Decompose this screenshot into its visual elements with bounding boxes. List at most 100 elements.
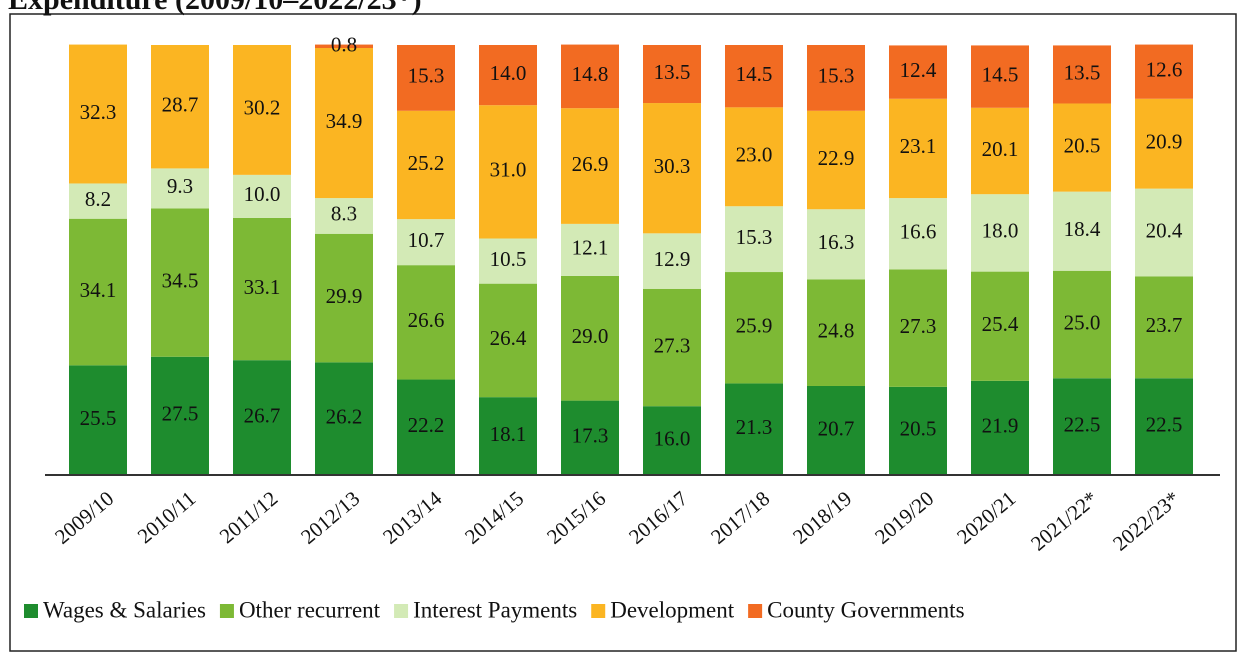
value-label: 25.5 [80, 406, 117, 430]
value-label: 20.5 [900, 417, 937, 441]
bar-segment [643, 406, 701, 475]
value-label: 31.0 [490, 158, 527, 182]
bar-segment [1135, 378, 1193, 475]
bar-segment [807, 110, 865, 210]
bar-segment [1053, 191, 1111, 271]
value-label: 22.5 [1146, 412, 1183, 436]
value-label: 15.3 [408, 64, 445, 88]
value-label: 18.1 [490, 422, 527, 446]
x-tick-label: 2018/19 [788, 486, 856, 549]
value-label: 25.4 [982, 312, 1019, 336]
bar-segment [807, 385, 865, 475]
bar-segment [971, 194, 1029, 272]
legend-swatch [748, 604, 763, 618]
value-label: 22.2 [408, 413, 445, 437]
bar-segment [889, 98, 947, 199]
legend-label: County Governments [767, 597, 964, 622]
value-label: 12.9 [654, 247, 691, 271]
x-tick-label: 2016/17 [624, 486, 692, 549]
value-label: 10.0 [244, 182, 281, 206]
value-label: 10.5 [490, 247, 527, 271]
x-tick-label: 2011/12 [215, 486, 283, 548]
value-label: 17.3 [572, 424, 609, 448]
bar-segment [69, 183, 127, 219]
x-tick-label: 2012/13 [296, 486, 364, 549]
bar-segment [479, 397, 537, 475]
value-label: 27.5 [162, 402, 199, 426]
bar-segment [889, 269, 947, 387]
bar-segment [889, 386, 947, 475]
x-tick-label: 2010/11 [133, 486, 201, 548]
value-label: 27.3 [900, 314, 937, 338]
bar-segment [151, 356, 209, 475]
bar-segment [561, 108, 619, 224]
value-label: 26.2 [326, 404, 363, 428]
value-label: 13.5 [654, 60, 691, 84]
bar-segment [397, 265, 455, 380]
value-label: 0.8 [331, 32, 357, 56]
bar-segment [971, 107, 1029, 195]
bar-segment [643, 45, 701, 104]
value-label: 25.0 [1064, 310, 1101, 334]
bar-segment [151, 45, 209, 169]
x-tick-label: 2014/15 [460, 486, 528, 549]
value-label: 15.3 [736, 225, 773, 249]
value-label: 26.6 [408, 308, 445, 332]
bar-segment [807, 45, 865, 111]
bar-segment [397, 379, 455, 475]
bar-segment [643, 103, 701, 234]
value-label: 34.1 [80, 278, 117, 302]
value-label: 14.0 [490, 61, 527, 85]
legend-swatch [24, 604, 38, 618]
bar-segment [1053, 378, 1111, 475]
value-label: 16.6 [900, 220, 937, 244]
value-label: 13.5 [1064, 60, 1101, 84]
x-tick-label: 2015/16 [542, 486, 610, 549]
bar-segment [725, 272, 783, 384]
bar-segment [1053, 270, 1111, 379]
x-tick-label: 2022/23* [1108, 486, 1184, 555]
value-label: 30.2 [244, 96, 281, 120]
bar-segment [561, 275, 619, 401]
value-label: 26.7 [244, 403, 281, 427]
x-tick-label: 2019/20 [870, 486, 938, 549]
bar-segment [971, 271, 1029, 381]
value-label: 9.3 [167, 174, 193, 198]
value-label: 23.1 [900, 134, 937, 158]
legend-label: Interest Payments [413, 597, 577, 622]
value-label: 20.5 [1064, 133, 1101, 157]
value-label: 23.0 [736, 143, 773, 167]
value-label: 28.7 [162, 93, 199, 117]
bar-segment [479, 238, 537, 284]
value-label: 14.8 [572, 62, 609, 86]
bar-segment [69, 218, 127, 366]
value-label: 16.0 [654, 426, 691, 450]
bar-segment [643, 288, 701, 407]
value-label: 30.3 [654, 154, 691, 178]
value-label: 15.3 [818, 64, 855, 88]
bar-segment [643, 233, 701, 289]
value-label: 33.1 [244, 275, 281, 299]
value-label: 29.0 [572, 324, 609, 348]
x-tick-label: 2021/22* [1026, 486, 1102, 555]
bar-segment [397, 110, 455, 220]
bar-segment [561, 223, 619, 276]
x-tick-label: 2020/21 [952, 486, 1020, 549]
value-label: 10.7 [408, 228, 445, 252]
legend-swatch [591, 604, 606, 618]
bar-segment [889, 45, 947, 99]
bar-segment [725, 206, 783, 273]
bar-segment [315, 198, 373, 234]
value-label: 20.1 [982, 137, 1019, 161]
bar-segment [1135, 188, 1193, 277]
value-label: 18.4 [1064, 217, 1101, 241]
value-label: 21.9 [982, 414, 1019, 438]
bar-segment [889, 198, 947, 270]
x-tick-label: 2013/14 [378, 486, 447, 549]
bar-segment [725, 107, 783, 207]
value-label: 25.2 [408, 151, 445, 175]
legend-swatch [394, 604, 409, 618]
bar-segment [1135, 276, 1193, 379]
bar-segment [315, 362, 373, 475]
